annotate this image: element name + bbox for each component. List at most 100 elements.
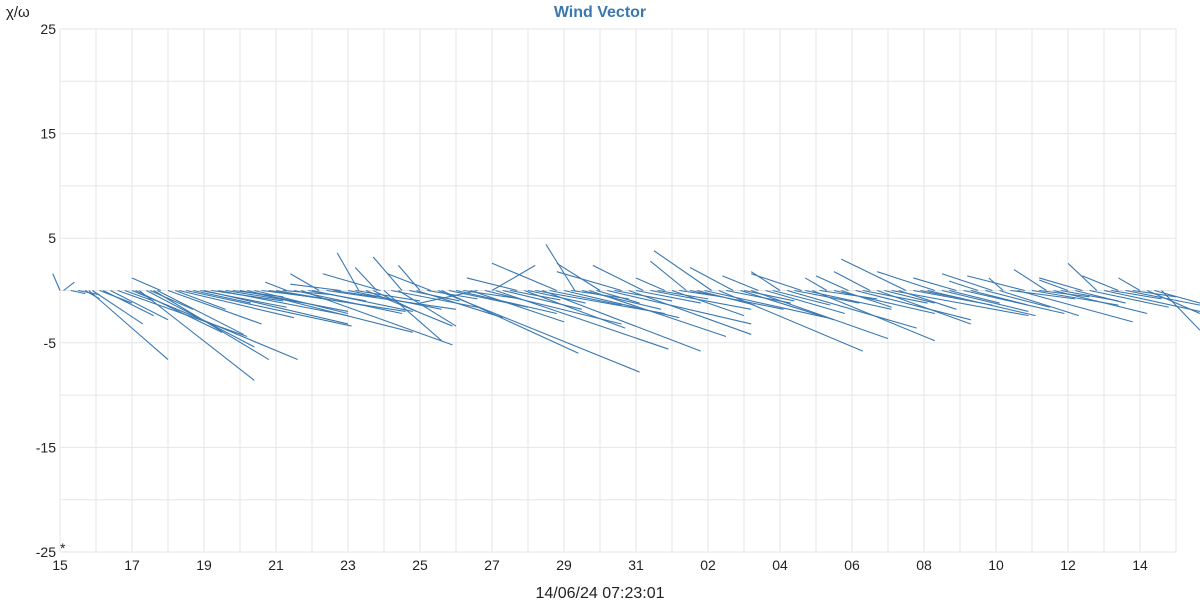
wind-vector <box>355 289 421 302</box>
wind-vector <box>704 289 827 319</box>
chart-title: Wind Vector <box>554 4 646 21</box>
wind-vector <box>750 271 781 291</box>
wind-vector <box>545 244 576 291</box>
wind-vector <box>884 289 935 304</box>
wind-vector <box>509 289 561 301</box>
wind-vector <box>135 290 223 333</box>
wind-vector <box>697 289 755 306</box>
wind-vector <box>175 289 226 310</box>
wind-vector <box>1082 275 1119 292</box>
wind-vector <box>812 289 936 342</box>
wind-vector <box>254 289 349 315</box>
wind-vector <box>751 273 802 292</box>
wind-vector <box>556 271 622 292</box>
wind-vector <box>1154 289 1200 304</box>
y-axis-ticks: 25 15 5 -5 -15 -25 <box>36 21 56 560</box>
wind-vector <box>495 289 669 350</box>
wind-vector <box>949 289 1000 304</box>
wind-vector <box>542 289 701 352</box>
wind-vector <box>819 289 878 300</box>
wind-vector <box>1053 289 1148 315</box>
wind-vector <box>63 281 75 291</box>
wind-vector <box>949 280 979 292</box>
wind-vector <box>149 289 194 310</box>
wind-vector <box>311 289 413 312</box>
wind-vector <box>1017 289 1133 323</box>
wind-vector <box>131 277 162 292</box>
wind-vector <box>718 289 864 352</box>
x-tick-label: 12 <box>1060 557 1076 573</box>
x-tick-label: 29 <box>556 557 572 573</box>
wind-vector <box>1039 279 1069 292</box>
wind-vector <box>333 289 377 298</box>
wind-vector <box>833 289 935 315</box>
y-tick-label: 25 <box>40 21 56 37</box>
wind-vector <box>740 289 835 321</box>
x-tick-label: 15 <box>52 557 68 573</box>
wind-vector <box>1039 277 1083 292</box>
wind-vector <box>841 289 892 308</box>
y-tick-label: -15 <box>36 439 56 455</box>
wind-vector <box>1146 289 1200 315</box>
wind-vector <box>167 289 262 325</box>
x-tick-label: 19 <box>196 557 212 573</box>
wind-vector <box>628 289 752 335</box>
wind-vector <box>751 289 889 340</box>
wind-vector <box>491 262 558 292</box>
x-tick-label: 23 <box>340 557 356 573</box>
wind-vector <box>527 289 586 304</box>
wind-vector <box>592 264 644 291</box>
y-tick-label: 15 <box>40 126 56 142</box>
wind-vector <box>877 271 935 292</box>
wind-vector <box>1161 290 1200 331</box>
wind-vector <box>383 290 442 342</box>
wind-vector <box>239 289 349 312</box>
wind-vector <box>650 289 752 310</box>
wind-vector <box>653 250 712 291</box>
wind-vector <box>419 289 478 304</box>
wind-vector <box>275 289 363 306</box>
wind-vector <box>556 262 601 291</box>
wind-vector <box>354 267 378 291</box>
wind-vector <box>397 265 421 291</box>
wind-vector <box>156 290 244 335</box>
wind-vector <box>70 289 86 295</box>
wind-vector <box>185 289 352 327</box>
wind-vector <box>265 281 287 292</box>
wind-vector <box>635 277 666 292</box>
wind-vector <box>743 289 795 302</box>
wind-vector <box>416 289 503 319</box>
wind-vector <box>877 289 971 325</box>
wind-vector <box>387 273 431 292</box>
wind-vector <box>138 290 255 381</box>
x-axis-ticks: 15 17 19 21 23 25 27 29 31 02 04 06 08 10 12 14 <box>52 557 1148 573</box>
wind-vector <box>1075 289 1126 304</box>
wind-vector <box>290 273 320 291</box>
wind-vector <box>88 290 169 360</box>
wind-vector <box>102 290 154 317</box>
wind-vector <box>722 275 759 292</box>
wind-vector <box>855 289 971 321</box>
wind-vector <box>336 252 360 291</box>
x-tick-label: 31 <box>628 557 644 573</box>
x-tick-label: 21 <box>268 557 284 573</box>
wind-vector <box>927 289 1036 317</box>
wind-vector <box>988 277 1004 291</box>
wind-vector <box>941 289 1029 312</box>
wind-vector <box>833 271 871 291</box>
wind-vector <box>1103 289 1200 312</box>
x-tick-label: 14 <box>1132 557 1148 573</box>
wind-vector <box>491 264 536 291</box>
wind-vector <box>985 289 1051 308</box>
wind-vector <box>322 273 381 292</box>
wind-vector <box>92 290 144 325</box>
wind-vector <box>891 289 1029 317</box>
wind-vector <box>607 289 752 325</box>
wind-vector <box>52 273 61 291</box>
wind-vector <box>110 290 169 321</box>
wind-vector <box>502 289 583 310</box>
wind-vector <box>689 289 784 310</box>
wind-vector <box>815 275 849 292</box>
wind-vector <box>970 289 1029 306</box>
